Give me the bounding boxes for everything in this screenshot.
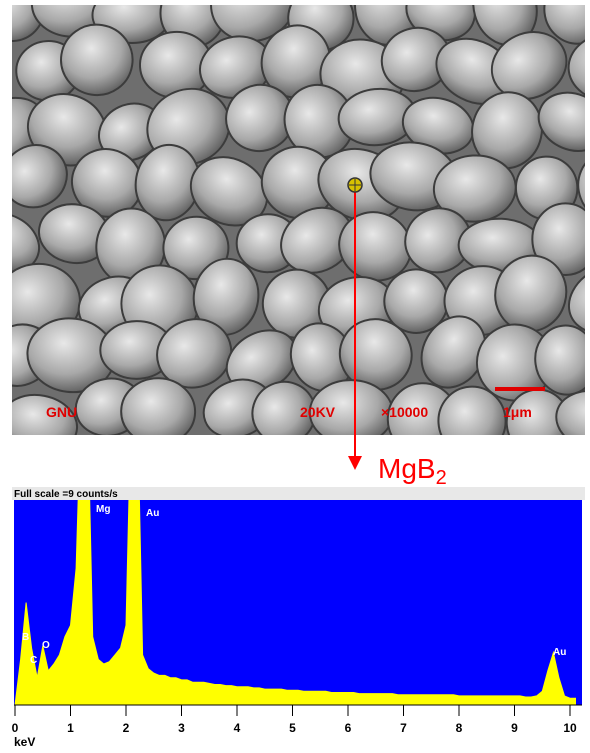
- x-tick-label: 4: [234, 721, 241, 735]
- sem-label: GNU: [46, 404, 77, 420]
- x-tick-label: 6: [345, 721, 352, 735]
- x-tick-label: 8: [456, 721, 463, 735]
- sem-label: ×10000: [381, 404, 428, 420]
- peak-label: C: [30, 655, 37, 666]
- peak-label: Mg: [96, 504, 110, 515]
- chart-title: Full scale =9 counts/s: [14, 489, 118, 500]
- grain: [120, 377, 196, 446]
- arrow-head: [348, 456, 362, 470]
- peak-label: Au: [553, 647, 566, 658]
- peak-label: B: [22, 632, 29, 643]
- annotation-main: MgB: [378, 453, 436, 484]
- annotation-sub: 2: [436, 467, 447, 489]
- x-tick-label: 5: [289, 721, 296, 735]
- peak-label: Au: [146, 508, 159, 519]
- x-axis-label: keV: [14, 735, 35, 749]
- x-tick-label: 3: [178, 721, 185, 735]
- sem-label: 1μm: [503, 404, 532, 420]
- figure: GNU 20KV ×10000 1μm MgB2 Full scale =9 c…: [0, 0, 590, 753]
- x-tick-label: 2: [123, 721, 130, 735]
- x-tick-label: 10: [563, 721, 577, 735]
- annotation: MgB2: [378, 453, 447, 489]
- x-tick-label: 1: [67, 721, 74, 735]
- peak-label: O: [42, 640, 50, 651]
- x-tick-label: 9: [511, 721, 518, 735]
- sem-label: 20KV: [300, 404, 336, 420]
- x-tick-label: 7: [400, 721, 407, 735]
- x-tick-label: 0: [12, 721, 19, 735]
